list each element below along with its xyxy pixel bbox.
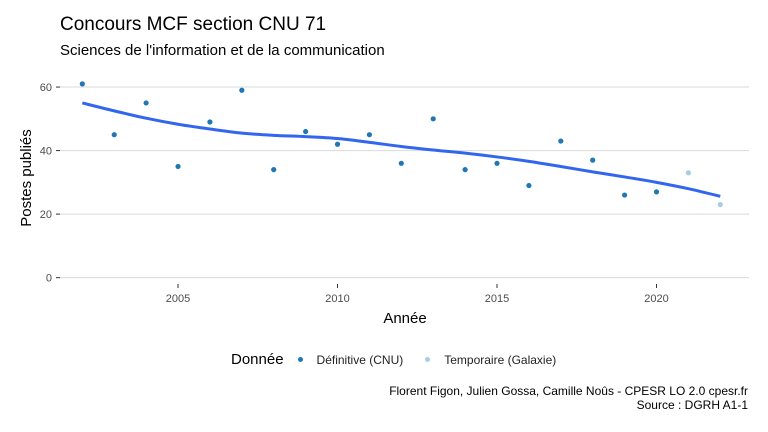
trend-line <box>81 101 721 198</box>
x-tick-label-0: 2005 <box>166 293 190 305</box>
data-point-temporaire-2022 <box>717 201 723 208</box>
data-point-definitive-2010 <box>334 141 341 147</box>
data-point-definitive-2012 <box>398 160 404 166</box>
caption-source: Source : DGRH A1-1 <box>636 398 748 412</box>
data-point-definitive-2014 <box>462 167 468 173</box>
legend-dot-definitive <box>297 357 303 362</box>
y-axis-label: Postes publiés <box>18 129 35 227</box>
data-points <box>79 81 723 208</box>
x-tick-labels: 2005 2010 2015 2020 <box>166 293 669 305</box>
data-point-definitive-2020 <box>653 189 660 195</box>
caption: Florent Figon, Julien Gossa, Camille Noû… <box>389 384 748 412</box>
y-tick-label-2: 40 <box>40 146 52 158</box>
data-point-definitive-2015 <box>494 160 500 166</box>
data-point-definitive-2017 <box>558 138 564 144</box>
legend-label-temporaire: Temporaire (Galaxie) <box>444 352 557 367</box>
data-point-definitive-2006 <box>207 119 213 125</box>
chart-title: Concours MCF section CNU 71 <box>60 14 327 35</box>
y-tick-label-0: 0 <box>46 273 52 285</box>
legend-title: Donnée <box>231 351 284 368</box>
x-tick-label-2: 2015 <box>485 293 509 305</box>
legend-item-definitive: Définitive (CNU) <box>297 352 404 367</box>
data-point-definitive-2003 <box>111 132 117 138</box>
legend-label-definitive: Définitive (CNU) <box>316 352 404 367</box>
data-point-temporaire-2021 <box>685 170 691 176</box>
data-point-definitive-2008 <box>271 167 277 173</box>
data-point-definitive-2019 <box>621 192 628 198</box>
caption-credits: Florent Figon, Julien Gossa, Camille Noû… <box>389 384 748 398</box>
data-point-definitive-2013 <box>430 116 436 122</box>
data-point-definitive-2016 <box>526 182 532 189</box>
x-axis-label: Année <box>383 310 426 327</box>
y-tick-labels: 0 20 40 60 <box>40 82 52 285</box>
data-point-definitive-2009 <box>303 128 309 135</box>
chart-subtitle: Sciences de l'information et de la commu… <box>60 42 385 59</box>
legend-dot-temporaire <box>425 357 431 362</box>
data-point-definitive-2005 <box>175 163 181 170</box>
data-point-definitive-2004 <box>143 100 149 106</box>
x-tick-label-1: 2010 <box>325 293 349 305</box>
data-point-definitive-2011 <box>366 132 373 138</box>
legend-item-temporaire: Temporaire (Galaxie) <box>425 353 556 367</box>
x-tick-label-3: 2020 <box>644 293 668 305</box>
data-point-definitive-2018 <box>590 157 596 163</box>
grid-lines <box>56 86 749 288</box>
data-point-definitive-2007 <box>239 87 245 93</box>
y-tick-label-3: 60 <box>40 82 52 94</box>
y-tick-label-1: 20 <box>40 209 52 221</box>
data-point-definitive-2002 <box>79 81 85 87</box>
legend: Donnée Définitive (CNU) Temporaire (Gala… <box>231 351 578 368</box>
